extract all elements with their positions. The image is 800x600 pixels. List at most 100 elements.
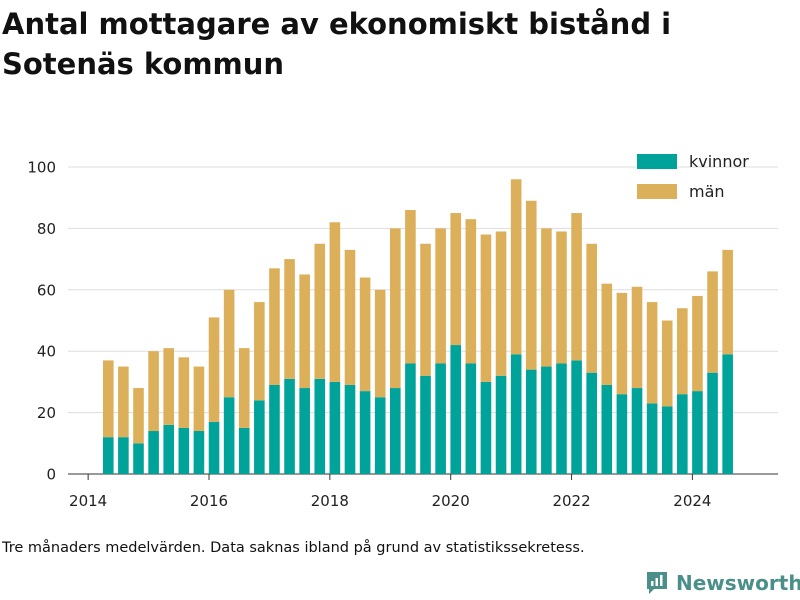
bar-män — [722, 249, 733, 355]
bar-kvinnor — [133, 443, 144, 474]
bar-män — [525, 200, 537, 370]
bar-kvinnor — [556, 363, 567, 474]
bar-kvinnor — [510, 354, 522, 474]
bar-män — [692, 295, 703, 392]
bar-kvinnor — [102, 437, 114, 474]
bar-kvinnor — [435, 363, 446, 474]
bar-män — [631, 286, 643, 389]
bar-kvinnor — [661, 406, 673, 474]
bar-kvinnor — [254, 400, 265, 474]
bar-män — [586, 243, 597, 373]
legend-swatch — [637, 154, 677, 169]
bar-män — [420, 243, 431, 376]
bar-män — [133, 388, 144, 444]
bar-män — [299, 274, 310, 389]
bar-män — [661, 320, 673, 407]
x-tick-label: 2018 — [311, 492, 349, 510]
bar-kvinnor — [616, 394, 628, 474]
bar-män — [390, 228, 401, 389]
x-tick-label: 2022 — [552, 492, 590, 510]
bar-kvinnor — [238, 427, 250, 474]
x-tick-label: 2024 — [673, 492, 711, 510]
bar-män — [571, 213, 582, 361]
bar-män — [344, 249, 356, 385]
x-axis-ticks: 2014 2016 2018 2020 2022 2024 — [69, 474, 711, 510]
bar-kvinnor — [646, 403, 658, 474]
y-tick-label: 100 — [27, 159, 56, 177]
legend-label: män — [689, 182, 725, 201]
bar-kvinnor — [118, 437, 129, 474]
bar-män — [707, 271, 718, 373]
x-tick-label: 2020 — [432, 492, 470, 510]
bar-män — [405, 209, 416, 364]
x-tick-label: 2014 — [69, 492, 107, 510]
y-tick-label: 80 — [37, 220, 56, 238]
y-tick-label: 0 — [46, 466, 56, 484]
bar-kvinnor — [208, 421, 220, 474]
bar-kvinnor — [586, 372, 597, 474]
legend: kvinnor män — [637, 152, 749, 201]
bar-kvinnor — [329, 381, 341, 474]
y-tick-label: 20 — [37, 404, 56, 422]
bar-män — [223, 289, 235, 398]
bar-män — [359, 277, 371, 392]
bar-män — [314, 243, 326, 379]
bar-män — [163, 348, 175, 425]
bar-kvinnor — [495, 375, 507, 474]
brand-logo[interactable]: Newsworthy — [645, 570, 800, 596]
bar-kvinnor — [707, 372, 718, 474]
bar-män — [435, 228, 446, 364]
newsworthy-logo-icon — [647, 572, 667, 594]
footnote: Tre månaders medelvärden. Data saknas ib… — [2, 540, 585, 556]
bar-män — [541, 228, 552, 367]
bar-kvinnor — [722, 354, 733, 474]
bar-män — [601, 283, 613, 385]
bar-kvinnor — [299, 388, 310, 474]
bar-kvinnor — [465, 363, 477, 474]
bar-kvinnor — [450, 345, 462, 474]
bar-män — [178, 357, 190, 428]
bar-kvinnor — [193, 431, 205, 474]
bars — [102, 179, 733, 474]
bar-män — [556, 231, 567, 364]
bar-män — [208, 317, 220, 422]
bar-män — [102, 360, 114, 438]
bar-kvinnor — [390, 388, 401, 474]
y-tick-label: 40 — [37, 343, 56, 361]
bar-män — [329, 222, 341, 382]
bar-kvinnor — [677, 394, 688, 474]
bar-män — [269, 268, 280, 385]
bar-kvinnor — [480, 381, 492, 474]
chart-title: Antal mottagare av ekonomiskt bistånd i … — [2, 7, 672, 81]
bar-kvinnor — [525, 369, 537, 474]
x-tick-label: 2016 — [190, 492, 228, 510]
bar-kvinnor — [359, 391, 371, 474]
bar-kvinnor — [163, 424, 175, 474]
bar-kvinnor — [374, 397, 386, 474]
bar-kvinnor — [223, 397, 235, 474]
bar-män — [450, 213, 462, 346]
bar-män — [148, 351, 159, 432]
bar-kvinnor — [601, 384, 613, 474]
bar-kvinnor — [692, 391, 703, 474]
bar-kvinnor — [284, 378, 295, 474]
bar-män — [238, 348, 250, 428]
y-axis-ticks: 0 20 40 60 80 100 — [27, 159, 56, 484]
bar-män — [677, 308, 688, 395]
bar-kvinnor — [178, 427, 190, 474]
bar-kvinnor — [148, 431, 159, 474]
bar-män — [465, 219, 477, 364]
bar-män — [510, 179, 522, 355]
bar-män — [118, 366, 129, 438]
bar-kvinnor — [344, 384, 356, 474]
bar-män — [616, 292, 628, 395]
legend-swatch — [637, 184, 677, 199]
bar-kvinnor — [269, 384, 280, 474]
bar-män — [480, 234, 492, 382]
bar-kvinnor — [405, 363, 416, 474]
bar-kvinnor — [571, 360, 582, 474]
bar-män — [495, 231, 507, 376]
bar-kvinnor — [314, 378, 326, 474]
bar-män — [646, 302, 658, 404]
